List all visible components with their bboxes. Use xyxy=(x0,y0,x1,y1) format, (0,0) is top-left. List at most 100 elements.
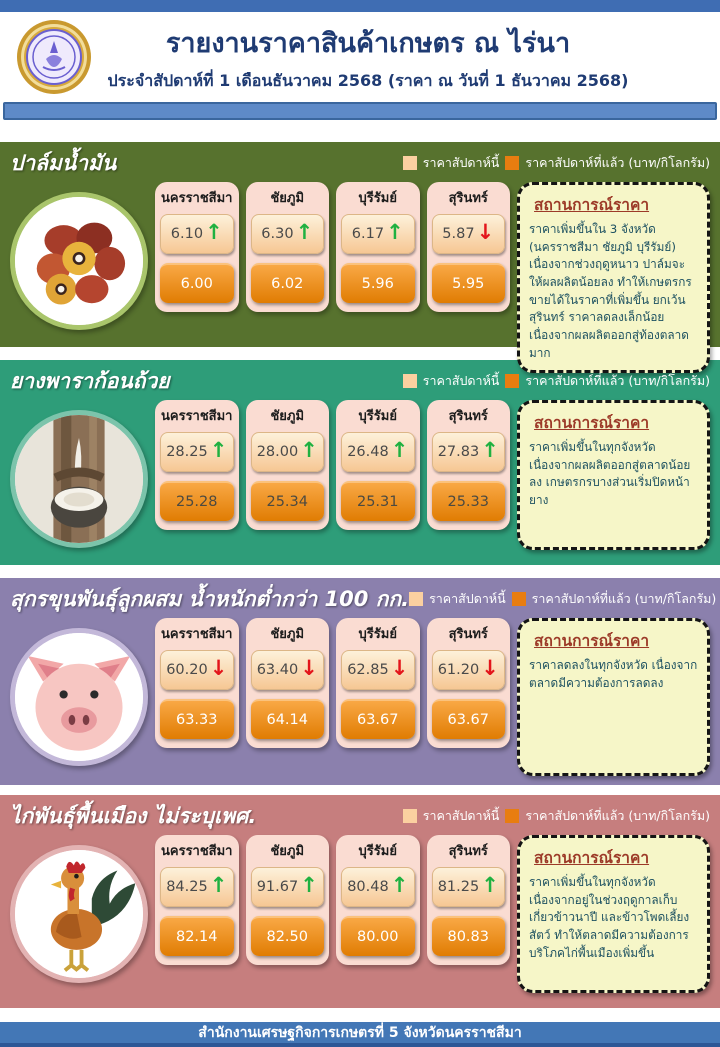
province-price-card: บุรีรัมย์ 80.48 ↑ 80.00 xyxy=(336,835,420,965)
last-week-price-box: 25.31 xyxy=(341,481,415,521)
last-week-price-box: 82.50 xyxy=(250,916,324,956)
last-week-price-box: 6.02 xyxy=(250,263,324,303)
report-header: รายงานราคาสินค้าเกษตร ณ ไร่นา ประจำสัปดา… xyxy=(0,12,720,102)
this-week-price: 6.10 xyxy=(170,226,204,242)
this-week-price: 6.30 xyxy=(261,226,294,242)
last-week-price-box: 63.33 xyxy=(160,699,234,739)
this-week-price-box: 6.30 ↑ xyxy=(250,214,324,254)
this-week-price-box: 61.20 ↓ xyxy=(431,650,505,690)
oil-palm-fruit-icon xyxy=(15,197,143,325)
trend-arrow-icon: ↑ xyxy=(209,438,228,462)
header-titles: รายงานราคาสินค้าเกษตร ณ ไร่นา ประจำสัปดา… xyxy=(92,21,704,94)
this-week-price-box: 63.40 ↓ xyxy=(250,650,324,690)
last-week-swatch xyxy=(505,156,520,170)
province-price-card: บุรีรัมย์ 62.85 ↓ 63.67 xyxy=(336,618,420,748)
situation-text: ราคาลดลงในทุกจังหวัด เนื่องจากตลาดมีความ… xyxy=(529,658,698,690)
province-name: สุรินทร์ xyxy=(448,409,488,424)
situation-note: สถานการณ์ราคา ราคาลดลงในทุกจังหวัด เนื่อ… xyxy=(517,618,710,776)
province-name: สุรินทร์ xyxy=(448,627,488,642)
spacer xyxy=(0,120,720,142)
this-week-swatch xyxy=(402,809,417,823)
oae-seal-icon xyxy=(17,20,91,94)
province-price-card: บุรีรัมย์ 6.17 ↑ 5.96 xyxy=(336,182,420,312)
section-title: ปาล์มน้ำมัน xyxy=(10,150,117,175)
section-title: สุกรขุนพันธุ์ลูกผสม น้ำหนักต่ำกว่า 100 ก… xyxy=(10,586,410,611)
this-week-price-box: 91.67 ↑ xyxy=(250,867,324,907)
situation-title: สถานการณ์ราคา xyxy=(534,196,650,214)
rubber-tap-cup-icon xyxy=(15,415,143,543)
province-price-card: นครราชสีมา 84.25 ↑ 82.14 xyxy=(155,835,239,965)
province-name: สุรินทร์ xyxy=(448,844,488,859)
last-week-label: ราคาสัปดาห์ที่แล้ว (บาท/กิโลกรัม) xyxy=(531,591,717,606)
page-title: รายงานราคาสินค้าเกษตร ณ ไร่นา xyxy=(165,27,571,59)
province-name: ชัยภูมิ xyxy=(270,627,305,642)
this-week-price-box: 81.25 ↑ xyxy=(431,867,505,907)
last-week-swatch xyxy=(505,374,520,388)
section-pig: สุกรขุนพันธุ์ลูกผสม น้ำหนักต่ำกว่า 100 ก… xyxy=(0,578,720,785)
trend-arrow-icon: ↓ xyxy=(209,656,228,680)
piglet-icon xyxy=(15,633,143,761)
product-photo-circle xyxy=(10,845,148,983)
province-name: บุรีรัมย์ xyxy=(358,627,397,642)
trend-arrow-icon: ↑ xyxy=(481,438,499,462)
section-chicken: ไก่พันธุ์พื้นเมือง ไม่ระบุเพศ. ราคาสัปดา… xyxy=(0,795,720,1008)
this-week-price: 27.83 xyxy=(437,444,480,460)
trend-arrow-icon: ↑ xyxy=(300,438,318,462)
situation-title: สถานการณ์ราคา xyxy=(534,849,650,867)
this-week-price: 80.48 xyxy=(347,879,389,895)
province-name: นครราชสีมา xyxy=(161,409,233,424)
last-week-price-box: 63.67 xyxy=(431,699,505,739)
province-price-card: ชัยภูมิ 63.40 ↓ 64.14 xyxy=(245,618,329,748)
situation-text: ราคาเพิ่มขึ้นในทุกจังหวัด เนื่องจากอยู่ใ… xyxy=(529,875,690,960)
situation-text: ราคาเพิ่มขึ้นในทุกจังหวัด เนื่องจากผลผลิ… xyxy=(529,440,691,508)
province-price-card: สุรินทร์ 27.83 ↑ 25.33 xyxy=(426,400,510,530)
province-name: ชัยภูมิ xyxy=(270,409,305,424)
section-rubber: ยางพาราก้อนถ้วย ราคาสัปดาห์นี้ ราคาสัปดา… xyxy=(0,360,720,565)
this-week-price-box: 62.85 ↓ xyxy=(341,650,415,690)
province-name: บุรีรัมย์ xyxy=(358,409,397,424)
province-name: ชัยภูมิ xyxy=(270,191,305,206)
footer-office-name: สำนักงานเศรษฐกิจการเกษตรที่ 5 จังหวัดนคร… xyxy=(198,1024,522,1041)
this-week-price: 28.25 xyxy=(166,444,208,460)
this-week-label: ราคาสัปดาห์นี้ xyxy=(422,808,500,823)
last-week-label: ราคาสัปดาห์ที่แล้ว (บาท/กิโลกรัม) xyxy=(525,155,710,170)
price-legend: ราคาสัปดาห์นี้ ราคาสัปดาห์ที่แล้ว (บาท/ก… xyxy=(409,589,716,609)
last-week-price-box: 63.67 xyxy=(341,699,415,739)
situation-note: สถานการณ์ราคา ราคาเพิ่มขึ้นในทุกจังหวัด … xyxy=(517,835,710,993)
last-week-price-box: 5.95 xyxy=(431,263,505,303)
province-price-card: นครราชสีมา 6.10 ↑ 6.00 xyxy=(155,182,239,312)
this-week-price: 61.20 xyxy=(437,662,480,678)
last-week-swatch xyxy=(505,809,520,823)
last-week-label: ราคาสัปดาห์ที่แล้ว (บาท/กิโลกรัม) xyxy=(525,373,710,388)
last-week-price-box: 5.96 xyxy=(341,263,415,303)
this-week-price: 60.20 xyxy=(166,662,208,678)
trend-arrow-icon: ↑ xyxy=(386,220,404,244)
situation-note: สถานการณ์ราคา ราคาเพิ่มขึ้นใน 3 จังหวัด … xyxy=(517,182,710,373)
this-week-price-box: 26.48 ↑ xyxy=(341,432,415,472)
province-name: สุรินทร์ xyxy=(448,191,488,206)
this-week-swatch xyxy=(402,156,417,170)
last-week-price-box: 80.83 xyxy=(431,916,505,956)
footer-bar: สำนักงานเศรษฐกิจการเกษตรที่ 5 จังหวัดนคร… xyxy=(0,1022,720,1047)
situation-note: สถานการณ์ราคา ราคาเพิ่มขึ้นในทุกจังหวัด … xyxy=(517,400,710,550)
last-week-price-box: 64.14 xyxy=(250,699,324,739)
price-legend: ราคาสัปดาห์นี้ ราคาสัปดาห์ที่แล้ว (บาท/ก… xyxy=(402,806,710,826)
trend-arrow-icon: ↓ xyxy=(481,656,499,680)
this-week-price: 5.87 xyxy=(442,226,475,242)
this-week-price-box: 60.20 ↓ xyxy=(160,650,234,690)
province-price-card: ชัยภูมิ 91.67 ↑ 82.50 xyxy=(245,835,329,965)
this-week-price: 63.40 xyxy=(256,662,299,678)
oae-logo xyxy=(16,19,92,95)
province-name: นครราชสีมา xyxy=(161,844,233,859)
this-week-price-box: 27.83 ↑ xyxy=(431,432,505,472)
trend-arrow-icon: ↑ xyxy=(300,873,318,897)
province-price-card: สุรินทร์ 5.87 ↓ 5.95 xyxy=(426,182,510,312)
province-price-card: นครราชสีมา 28.25 ↑ 25.28 xyxy=(155,400,239,530)
header-divider-bar xyxy=(3,102,717,120)
this-week-price: 26.48 xyxy=(347,444,389,460)
this-week-price: 91.67 xyxy=(256,879,299,895)
trend-arrow-icon: ↓ xyxy=(476,220,495,244)
this-week-swatch xyxy=(409,592,424,606)
trend-arrow-icon: ↑ xyxy=(390,438,409,462)
province-name: นครราชสีมา xyxy=(161,191,233,206)
